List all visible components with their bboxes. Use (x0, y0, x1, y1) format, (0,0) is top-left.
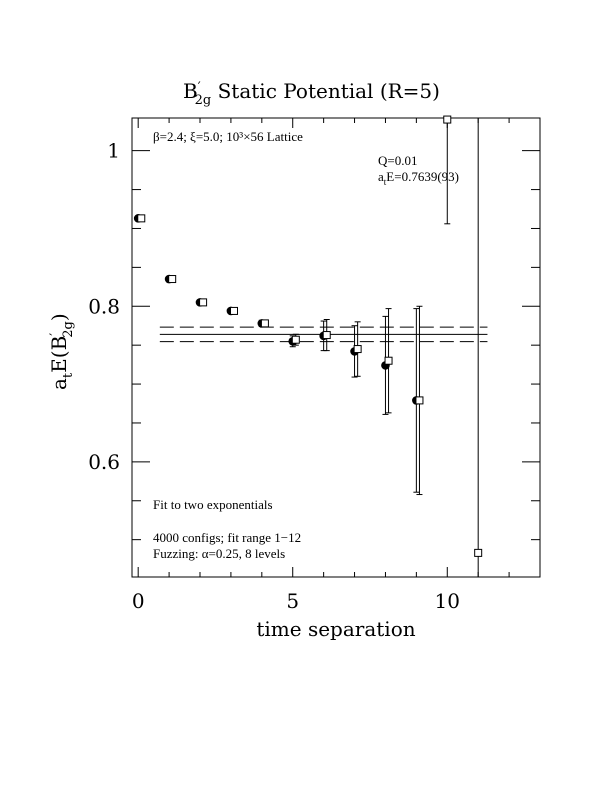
data-point-square (322, 331, 331, 340)
x-tick-label: 0 (132, 589, 145, 613)
x-tick-label: 5 (286, 589, 299, 613)
plot-frame (131, 117, 541, 578)
data-point-square (230, 306, 238, 315)
x-axis-label: time separation (256, 617, 415, 641)
lattice-annotation: β=2.4; ξ=5.0; 10³×56 Lattice (153, 129, 303, 144)
y-axis-label: atE(B′2g) (47, 313, 76, 390)
data-point-square (291, 335, 300, 344)
data-point-square (260, 319, 269, 328)
data-point-square (384, 356, 393, 365)
data-point-square (443, 115, 452, 124)
energy-annotation: atE=0.7639(93) (378, 169, 459, 187)
data-point-square (474, 548, 483, 557)
data-point-square (137, 214, 146, 223)
data-point-square (199, 298, 208, 307)
chart-title: B′ 2g Static Potential (R=5) (183, 79, 440, 108)
y-tick-label: 1 (107, 139, 120, 163)
data-point-square (415, 396, 424, 405)
data-point-square (168, 275, 177, 284)
y-tick-label: 0.8 (88, 294, 120, 318)
fit-type-annotation: Fit to two exponentials (153, 497, 273, 512)
data-point-square (353, 345, 362, 354)
configs-annotation: 4000 configs; fit range 1−12 (153, 530, 301, 545)
y-tick-label: 0.6 (88, 450, 120, 474)
q-annotation: Q=0.01 (378, 153, 417, 168)
x-tick-label: 10 (435, 589, 460, 613)
fuzzing-annotation: Fuzzing: α=0.25, 8 levels (153, 546, 285, 561)
